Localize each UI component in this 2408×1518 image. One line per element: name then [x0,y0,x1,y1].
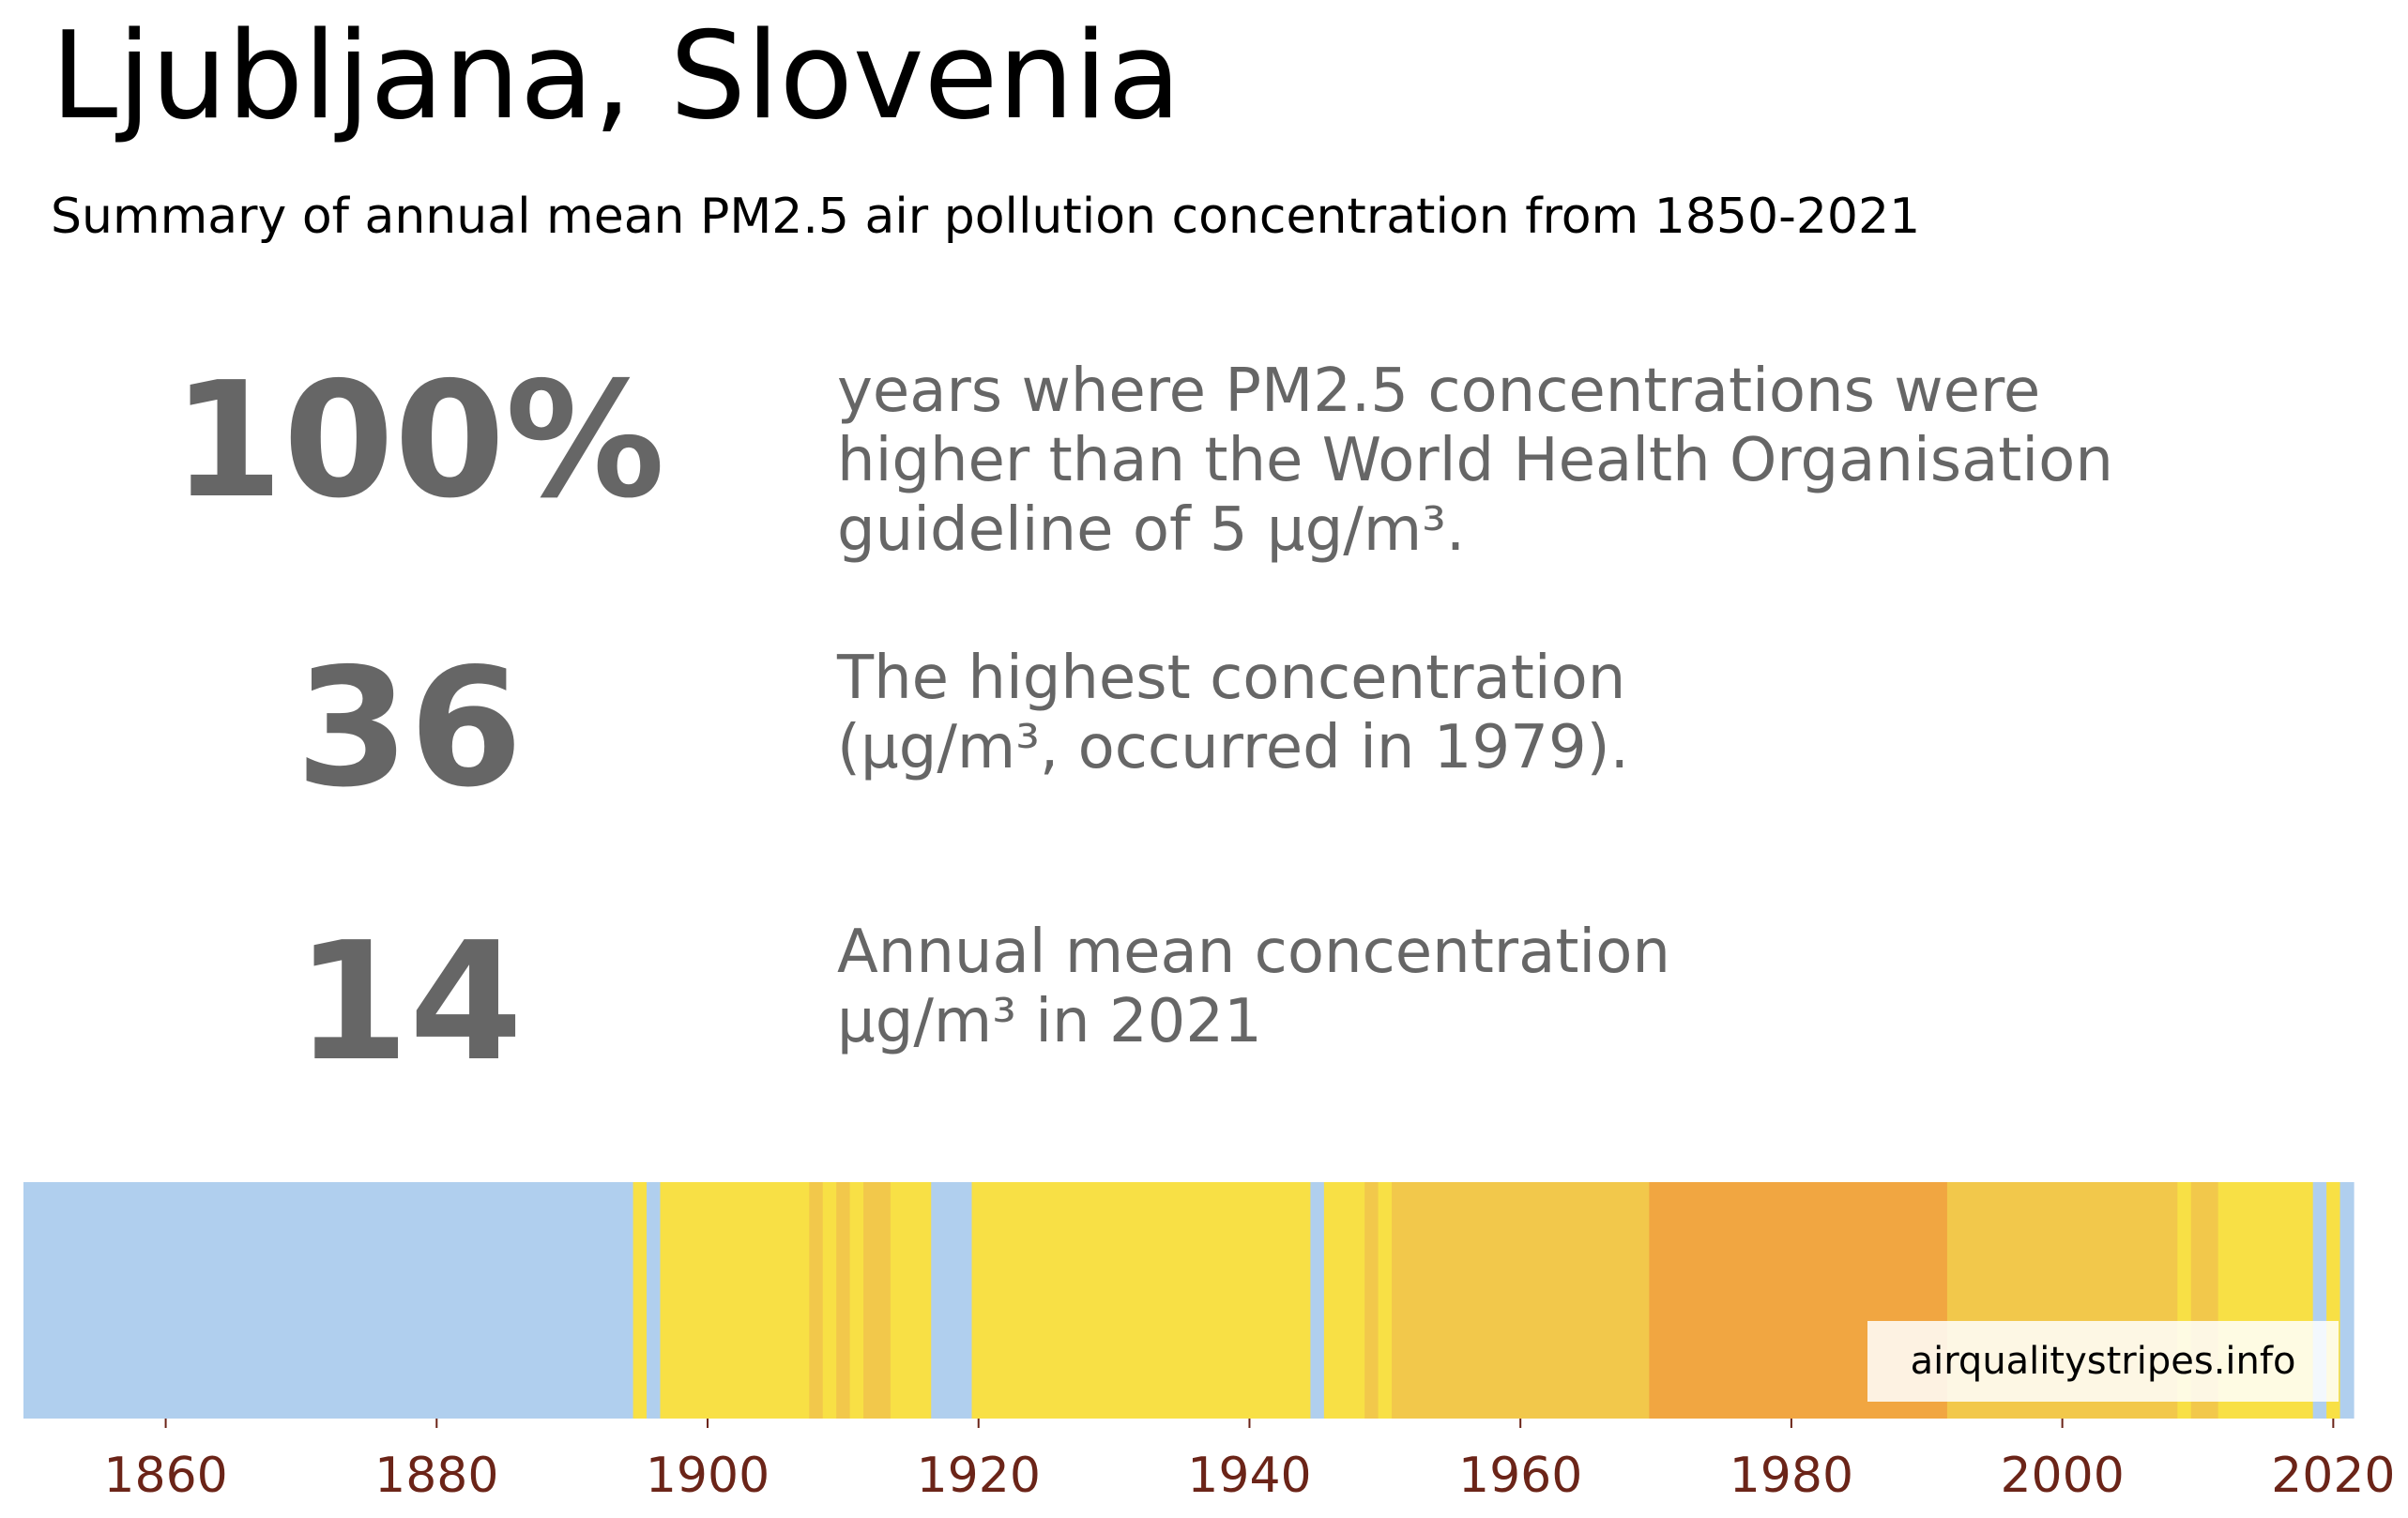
watermark-background [1867,1321,2339,1402]
stripe-1912-1913 [863,1182,892,1419]
stripe-1946-1948 [1323,1182,1365,1419]
stat-description-annual-mean: Annual mean concentration µg/m³ in 2021 [837,918,1670,1056]
x-axis-ticks: 1860 1880 1900 1920 1940 1960 1980 2000 2020 [103,1419,2396,1504]
stripe-1910 [836,1182,851,1419]
x-tick-label: 2020 [2271,1448,2395,1504]
stat-description-line: µg/m³ in 2021 [837,987,1262,1056]
stat-value-highest: 36 [295,633,524,824]
x-tick-label: 1940 [1187,1448,1311,1504]
stat-description-line: higher than the World Health Organisatio… [837,426,2113,495]
stripe-1909 [822,1182,837,1419]
stripe-1897-1907 [660,1182,810,1419]
x-tick-label: 1880 [374,1448,498,1504]
stripe-1917-1919 [931,1182,973,1419]
stripe-1896 [647,1182,662,1419]
stripe-2021 [2339,1182,2355,1419]
page-subtitle: Summary of annual mean PM2.5 air polluti… [51,189,1921,245]
x-tick-label: 1980 [1730,1448,1853,1504]
stat-description-line: Annual mean concentration [837,918,1670,987]
stripes-group [23,1182,2355,1419]
stripe-1850-1894 [23,1182,634,1419]
stat-description-highest: The highest concentration (µg/m³, occurr… [837,644,1629,782]
stripe-1950 [1378,1182,1393,1419]
watermark-text: airqualitystripes.info [1911,1340,2296,1383]
stat-value-annual-mean: 14 [295,907,524,1098]
stripe-1920-1944 [971,1182,1312,1419]
stripe-1951-1969 [1392,1182,1650,1419]
stat-description-percent: years where PM2.5 concentrations were hi… [837,357,2113,565]
x-tick-label: 1960 [1458,1448,1582,1504]
stripe-1914-1916 [890,1182,932,1419]
stripe-1945 [1310,1182,1325,1419]
x-tick-label: 1920 [917,1448,1041,1504]
stat-value-percent: 100% [172,348,665,534]
stat-description-line: years where PM2.5 concentrations were [837,357,2041,426]
stripe-1911 [849,1182,864,1419]
stat-description-line: guideline of 5 µg/m³. [837,495,1466,565]
page-title: Ljubljana, Slovenia [51,7,1181,146]
stat-description-line: The highest concentration [837,644,1626,713]
watermark-box: airqualitystripes.info [1867,1321,2339,1402]
x-tick-label: 2000 [2000,1448,2124,1504]
stripe-1908 [809,1182,824,1419]
stat-description-line: (µg/m³, occurred in 1979). [837,713,1629,782]
x-tick-label: 1860 [103,1448,227,1504]
stripe-1895 [632,1182,648,1419]
x-tick-label: 1900 [646,1448,770,1504]
stripe-1949 [1364,1182,1379,1419]
